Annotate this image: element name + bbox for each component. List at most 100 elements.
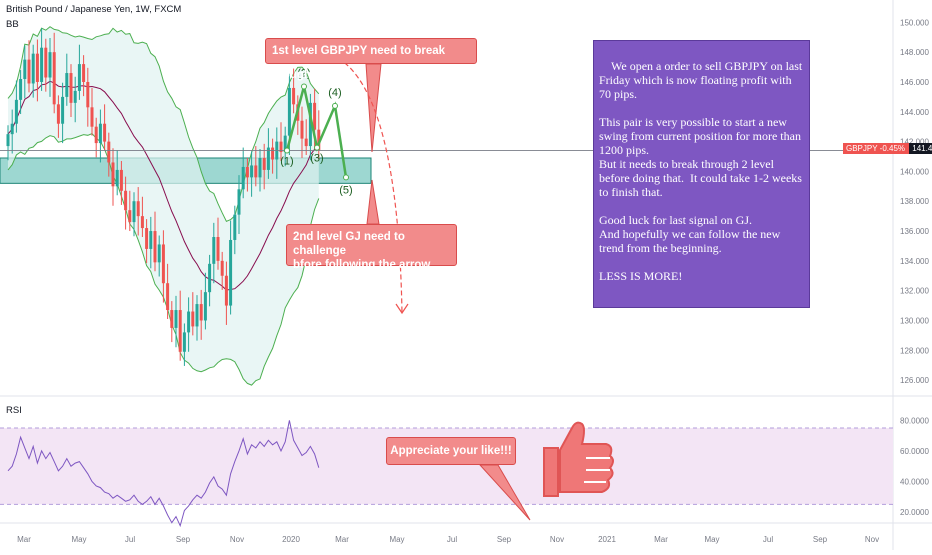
time-tick-label: Mar xyxy=(17,535,31,544)
candle-body xyxy=(178,310,182,352)
candles-group xyxy=(6,28,321,366)
candle-body xyxy=(216,237,220,261)
level1-callout-text: 1st level GBPJPY need to break though xyxy=(272,45,446,81)
candle-body xyxy=(40,47,44,82)
candle-body xyxy=(128,210,132,223)
candle-body xyxy=(44,47,48,78)
candle-body xyxy=(94,126,98,144)
price-tick-label: 150.000 xyxy=(900,18,929,27)
bollinger-band-fill xyxy=(8,26,319,386)
price-tick-label: 140.000 xyxy=(900,167,929,176)
rsi-tick-label: 60.0000 xyxy=(900,447,929,456)
bollinger-upper-line xyxy=(7,26,320,222)
price-tick-label: 132.000 xyxy=(900,287,929,296)
candle-body xyxy=(287,87,291,136)
level1-callout[interactable]: 1st level GBPJPY need to break though xyxy=(265,38,477,81)
price-tick-label: 136.000 xyxy=(900,227,929,236)
analysis-note[interactable]: We open a order to sell GBPJPY on last F… xyxy=(593,40,810,308)
candle-body xyxy=(153,231,157,263)
candle-body xyxy=(86,81,90,108)
candle-body xyxy=(52,52,56,105)
candle-body xyxy=(271,147,275,160)
wave-point xyxy=(314,144,320,151)
level2-callout[interactable]: 2nd level GJ need to challenge bfore fol… xyxy=(286,224,457,271)
wave-label: (3) xyxy=(310,153,323,165)
wave-point xyxy=(332,102,338,109)
candle-body xyxy=(61,96,65,124)
level2-callout-line1: 2nd level GJ need to challenge xyxy=(293,231,405,257)
time-tick-label: May xyxy=(71,535,86,544)
time-tick-label: Mar xyxy=(335,535,349,544)
candle-body xyxy=(69,73,73,103)
candle-body xyxy=(19,79,23,100)
price-tick-label: 142.000 xyxy=(900,138,929,147)
price-tick-label: 128.000 xyxy=(900,346,929,355)
candle-body xyxy=(161,244,165,284)
candle-body xyxy=(23,59,27,79)
bb-indicator-label[interactable]: BB xyxy=(6,19,19,30)
candle-body xyxy=(182,332,186,352)
candle-body xyxy=(27,59,31,84)
candle-body xyxy=(140,216,144,229)
chart-title: British Pound / Japanese Yen, 1W, FXCM xyxy=(6,4,182,15)
rsi-line xyxy=(7,420,320,528)
candle-body xyxy=(107,141,111,163)
price-tick-label: 148.000 xyxy=(900,48,929,57)
time-tick-label: Jul xyxy=(125,535,135,544)
candle-body xyxy=(31,53,35,84)
candle-body xyxy=(279,141,283,153)
candle-body xyxy=(98,123,102,144)
candle-body xyxy=(132,201,136,223)
time-tick-label: Jul xyxy=(447,535,457,544)
time-tick-label: Sep xyxy=(813,535,828,544)
wave-label: (4) xyxy=(328,87,341,99)
candle-body xyxy=(157,244,161,263)
time-tick-label: Sep xyxy=(497,535,512,544)
bollinger-basis-line xyxy=(7,80,320,291)
candle-body xyxy=(145,228,149,249)
rsi-tick-label: 20.0000 xyxy=(900,508,929,517)
candle-body xyxy=(212,237,216,264)
candle-body xyxy=(65,73,69,97)
candle-body xyxy=(262,158,266,170)
candle-body xyxy=(220,260,224,276)
candle-body xyxy=(10,123,14,135)
projection-arrow-head xyxy=(395,303,409,315)
like-callout-text: Appreciate your like!!! xyxy=(390,445,512,457)
time-tick-label: Nov xyxy=(865,535,879,544)
candle-body xyxy=(304,138,308,147)
rsi-tick-label: 80.0000 xyxy=(900,416,929,425)
time-tick-label: May xyxy=(389,535,404,544)
candle-body xyxy=(90,107,94,127)
candle-body xyxy=(199,304,203,321)
candle-body xyxy=(111,162,115,187)
candle-body xyxy=(103,123,107,142)
current-price-tag: GBPJPY -0.45% 141.407 xyxy=(843,143,932,154)
candle-body xyxy=(149,231,153,249)
thumbs-up-icon xyxy=(543,421,614,497)
candle-body xyxy=(203,292,207,321)
analysis-note-text: We open a order to sell GBPJPY on last F… xyxy=(599,59,803,283)
candle-body xyxy=(82,64,86,82)
candle-body xyxy=(208,263,212,293)
price-tick-label: 130.000 xyxy=(900,316,929,325)
price-tick-label: 134.000 xyxy=(900,257,929,266)
like-callout[interactable]: Appreciate your like!!! xyxy=(386,437,516,465)
rsi-indicator-label[interactable]: RSI xyxy=(6,405,22,416)
price-tag-change: -0.45% xyxy=(879,144,906,153)
price-tick-label: 126.000 xyxy=(900,376,929,385)
candle-body xyxy=(119,169,123,191)
time-tick-label: 2020 xyxy=(282,535,300,544)
price-tag-symbol: GBPJPY xyxy=(846,144,878,153)
candle-body xyxy=(166,283,170,311)
candle-body xyxy=(241,166,245,190)
candle-body xyxy=(313,102,317,130)
rsi-tick-label: 40.0000 xyxy=(900,477,929,486)
candle-body xyxy=(35,53,39,82)
level1-callout-pointer xyxy=(365,63,382,153)
time-tick-label: Mar xyxy=(654,535,668,544)
candle-body xyxy=(250,165,254,178)
time-tick-label: 2021 xyxy=(598,535,616,544)
candle-body xyxy=(73,90,77,103)
